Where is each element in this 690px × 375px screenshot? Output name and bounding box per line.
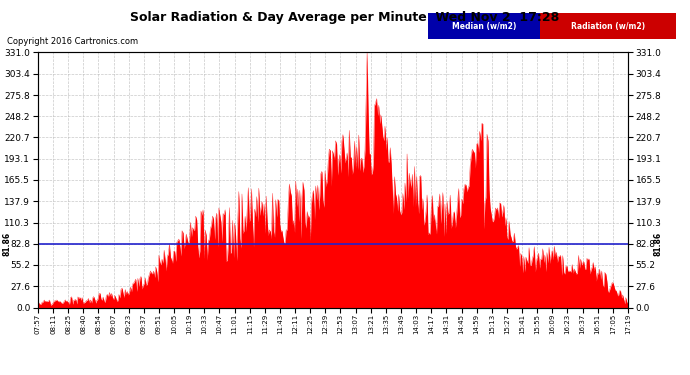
Text: Median (w/m2): Median (w/m2)	[451, 22, 516, 31]
Text: Copyright 2016 Cartronics.com: Copyright 2016 Cartronics.com	[7, 38, 138, 46]
Text: 81.86: 81.86	[3, 232, 12, 256]
Text: Solar Radiation & Day Average per Minute  Wed Nov 2  17:28: Solar Radiation & Day Average per Minute…	[130, 11, 560, 24]
Bar	[540, 13, 676, 39]
Bar	[428, 13, 540, 39]
Text: 81.86: 81.86	[654, 232, 663, 256]
Text: Radiation (w/m2): Radiation (w/m2)	[571, 22, 645, 31]
